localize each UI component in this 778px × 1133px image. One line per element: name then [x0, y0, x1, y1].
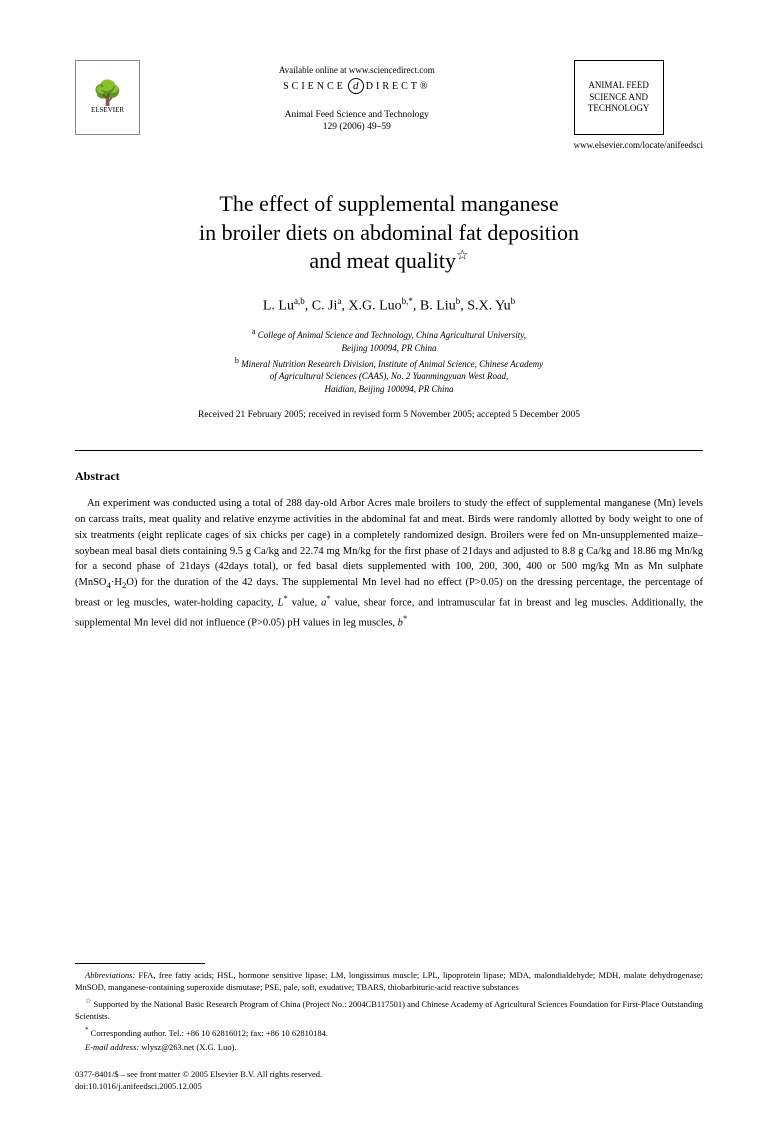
elsevier-tree-icon: 🌳: [93, 82, 123, 106]
abstract-part2: ·H: [111, 577, 122, 588]
copyright-line2: doi:10.1016/j.anifeedsci.2005.12.005: [75, 1081, 703, 1093]
sd-right: DIRECT®: [366, 81, 431, 92]
journal-box: ANIMAL FEED SCIENCE AND TECHNOLOGY: [574, 60, 664, 135]
journal-name: Animal Feed Science and Technology: [140, 109, 574, 121]
funding-text: Supported by the National Basic Research…: [75, 999, 703, 1021]
journal-info: Animal Feed Science and Technology 129 (…: [140, 109, 574, 134]
abbreviations-footnote: Abbreviations: FFA, free fatty acids; HS…: [75, 970, 703, 994]
center-header: Available online at www.sciencedirect.co…: [140, 60, 574, 134]
title-line2: in broiler diets on abdominal fat deposi…: [199, 220, 579, 245]
elsevier-logo: 🌳 ELSEVIER: [75, 60, 140, 135]
abbrev-text: FFA, free fatty acids; HSL, hormone sens…: [75, 970, 703, 992]
author-3: X.G. Luo: [348, 298, 401, 313]
author-3-star: *: [408, 296, 413, 306]
section-divider: [75, 450, 703, 451]
available-online-text: Available online at www.sciencedirect.co…: [140, 65, 574, 75]
authors-list: L. Lua,b, C. Jia, X.G. Luob,*, B. Liub, …: [75, 296, 703, 315]
title-star: ☆: [456, 249, 469, 264]
header-section: 🌳 ELSEVIER Available online at www.scien…: [75, 60, 703, 150]
abbrev-label: Abbreviations:: [85, 970, 135, 980]
email-text: wlysz@263.net (X.G. Luo).: [139, 1042, 236, 1052]
journal-citation: 129 (2006) 49–59: [140, 121, 574, 133]
abstract-part4: value,: [288, 598, 321, 609]
author-2: C. Ji: [312, 298, 338, 313]
author-5-sup: b: [511, 296, 516, 306]
affil-b-line3: Haidian, Beijing 100094, PR China: [325, 384, 454, 394]
title-line3: and meat quality: [309, 248, 456, 273]
author-5: S.X. Yu: [467, 298, 510, 313]
footer-section: Abbreviations: FFA, free fatty acids; HS…: [75, 963, 703, 1093]
corr-text: Corresponding author. Tel.: +86 10 62816…: [89, 1027, 329, 1037]
b-star-sup: *: [403, 613, 407, 623]
copyright-section: 0377-8401/$ – see front matter © 2005 El…: [75, 1069, 703, 1093]
author-1: L. Lu: [263, 298, 294, 313]
email-label: E-mail address:: [85, 1042, 139, 1052]
corresponding-footnote: * Corresponding author. Tel.: +86 10 628…: [75, 1026, 703, 1040]
sd-at-icon: d: [348, 78, 364, 94]
email-footnote: E-mail address: wlysz@263.net (X.G. Luo)…: [75, 1042, 703, 1054]
author-4-sup: b: [456, 296, 461, 306]
article-title: The effect of supplemental manganese in …: [75, 190, 703, 276]
abstract-body: An experiment was conducted using a tota…: [75, 496, 703, 630]
journal-url: www.elsevier.com/locate/anifeedsci: [574, 140, 703, 150]
affil-b-line1: Mineral Nutrition Research Division, Ins…: [239, 359, 543, 369]
journal-box-container: ANIMAL FEED SCIENCE AND TECHNOLOGY www.e…: [574, 60, 703, 150]
abstract-heading: Abstract: [75, 469, 703, 484]
author-2-sup: a: [337, 296, 341, 306]
affil-a-line1: College of Animal Science and Technology…: [256, 330, 527, 340]
abstract-part1: An experiment was conducted using a tota…: [75, 498, 703, 588]
affil-a-line2: Beijing 100094, PR China: [342, 343, 437, 353]
affiliations: a College of Animal Science and Technolo…: [75, 326, 703, 395]
author-4: B. Liu: [420, 298, 456, 313]
title-line1: The effect of supplemental manganese: [219, 191, 558, 216]
footer-divider: [75, 963, 205, 964]
article-dates: Received 21 February 2005; received in r…: [75, 410, 703, 420]
science-direct-logo: SCIENCE d DIRECT®: [140, 78, 574, 94]
copyright-line1: 0377-8401/$ – see front matter © 2005 El…: [75, 1069, 703, 1081]
affil-b-line2: of Agricultural Sciences (CAAS), No. 2 Y…: [270, 371, 508, 381]
funding-footnote: ☆ Supported by the National Basic Resear…: [75, 997, 703, 1023]
sd-left: SCIENCE: [283, 81, 346, 92]
elsevier-label: ELSEVIER: [91, 106, 124, 114]
author-1-sup: a,b: [294, 296, 305, 306]
